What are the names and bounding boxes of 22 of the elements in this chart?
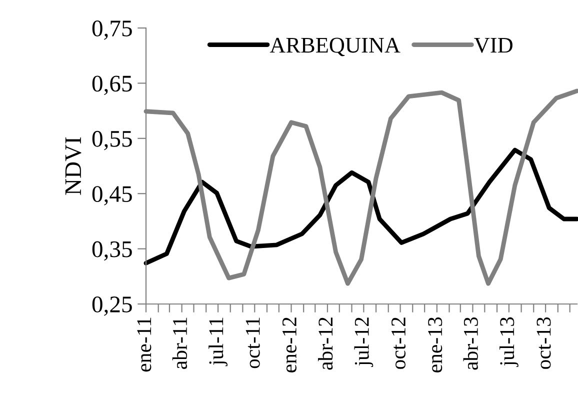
y-axis-title: NDVI [65, 137, 82, 195]
y-tick-label: 0,25 [92, 296, 132, 316]
legend-label: VID [474, 38, 512, 53]
x-tick-label: abr-13 [463, 317, 478, 370]
x-tick-label: oct-13 [536, 317, 551, 369]
legend-label: ARBEQUINA [270, 38, 400, 56]
x-tick-label: ene-12 [282, 318, 296, 372]
x-tick-label: jul-13 [500, 317, 518, 367]
x-tick-label: abr-11 [172, 318, 188, 369]
x-tick-label: oct-12 [392, 318, 406, 369]
y-tick-label: 0,35 [92, 241, 132, 261]
line-series [144, 148, 578, 266]
x-tick-label: jul-12 [354, 318, 374, 367]
y-tick-label: 0,65 [92, 76, 132, 96]
x-tick-label: ene-13 [428, 317, 442, 372]
x-tick-label: oct-11 [246, 318, 260, 368]
x-tick-label: jul-11 [208, 318, 228, 366]
y-tick-label: 0,75 [92, 20, 132, 40]
y-tick-label: 0,45 [92, 186, 132, 206]
y-tick-label: 0,55 [92, 130, 132, 150]
x-tick-label: ene-11 [137, 318, 152, 372]
x-tick-label: abr-12 [318, 318, 333, 370]
